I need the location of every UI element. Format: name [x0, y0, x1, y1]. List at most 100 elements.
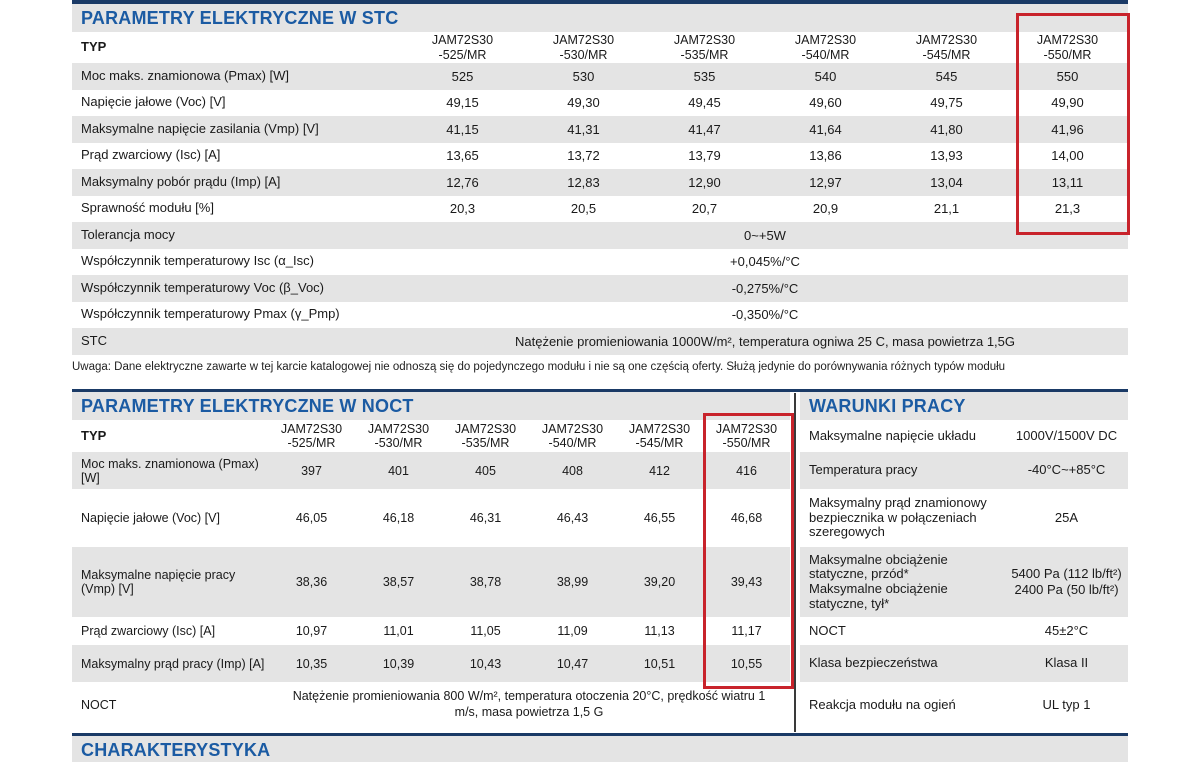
stc-top-rule: [72, 0, 1128, 4]
model-variant: -545/MR: [922, 47, 971, 62]
wp-row-temperature: Temperatura pracy -40°C~+85°C: [800, 452, 1128, 489]
stc-section: PARAMETRY ELEKTRYCZNE W STC TYP JAM72S30…: [72, 0, 1128, 355]
noct-model-header-1: JAM72S30 -525/MR: [268, 422, 355, 451]
model-name: JAM72S30: [454, 421, 517, 436]
row-label: Napięcie jałowe (Voc) [V]: [81, 94, 226, 110]
row-value: UL typ 1: [1042, 696, 1091, 712]
row-label: NOCT: [81, 698, 117, 712]
noct-row-isc: Prąd zwarciowy (Isc) [A] 10,97 11,01 11,…: [72, 617, 790, 645]
cell-value: 12,76: [446, 174, 479, 190]
model-name: JAM72S30: [673, 33, 736, 48]
cell-value: 405: [475, 463, 496, 478]
model-name: JAM72S30: [794, 33, 857, 48]
row-label: Moc maks. znamionowa (Pmax) [W]: [81, 67, 290, 83]
cell-value: 49,75: [930, 95, 963, 111]
stc-model-header-2: JAM72S30 -530/MR: [523, 33, 644, 62]
highlight-box-noct-550-column: [703, 413, 794, 689]
stc-model-header-3: JAM72S30 -535/MR: [644, 33, 765, 62]
stc-row-pmax: Moc maks. znamionowa (Pmax) [W] 525 530 …: [72, 63, 1128, 90]
cell-value: 13,86: [809, 148, 842, 164]
cell-value: 530: [572, 68, 595, 84]
cell-value: 11,13: [644, 624, 675, 638]
cell-value: 408: [562, 463, 583, 478]
stc-row-temp-coeff-pmax: Współczynnik temperaturowy Pmax (γ_Pmp) …: [72, 302, 1128, 329]
wp-row-static-load: Maksymalne obciążenie statyczne, przód* …: [800, 547, 1128, 617]
noct-row-voc: Napięcie jałowe (Voc) [V] 46,05 46,18 46…: [72, 489, 790, 547]
cell-value: 46,18: [382, 511, 415, 525]
cell-value: 49,30: [567, 95, 600, 111]
cell-value: 11,01: [383, 624, 414, 638]
stc-header-band: PARAMETRY ELEKTRYCZNE W STC: [72, 4, 1128, 32]
model-name: JAM72S30: [367, 421, 430, 436]
cell-value: 41,64: [809, 121, 842, 137]
noct-model-header-6: JAM72S30 -550/MR: [703, 422, 790, 451]
cell-value: 416: [736, 463, 757, 478]
model-variant: -530/MR: [559, 47, 608, 62]
row-label: Współczynnik temperaturowy Voc (β_Voc): [81, 279, 325, 295]
cell-value: 14,00: [1051, 148, 1084, 164]
stc-type-label: TYP: [81, 39, 107, 55]
model-name: JAM72S30: [280, 421, 343, 436]
cell-value: 397: [301, 463, 322, 478]
characteristics-header-band: CHARAKTERYSTYKA: [72, 736, 1128, 762]
cell-value: 13,79: [688, 148, 721, 164]
working-conditions-table: WARUNKI PRACY Maksymalne napięcie układu…: [800, 392, 1128, 728]
footnote: Uwaga: Dane elektryczne zawarte w tej ka…: [72, 361, 1006, 373]
row-label: NOCT: [809, 622, 846, 638]
cell-value: 10,43: [469, 656, 502, 671]
row-label: Prąd zwarciowy (Isc) [A]: [81, 147, 221, 163]
model-name: JAM72S30: [1036, 33, 1099, 48]
model-variant: -525/MR: [438, 47, 487, 62]
cell-value: 12,97: [809, 174, 842, 190]
row-label: Współczynnik temperaturowy Isc (α_Isc): [81, 253, 314, 269]
stc-model-header-4: JAM72S30 -540/MR: [765, 33, 886, 62]
cell-value: 38,36: [295, 575, 328, 589]
model-variant: -540/MR: [548, 436, 597, 450]
row-value: Klasa II: [1044, 655, 1089, 671]
model-variant: -535/MR: [461, 436, 510, 450]
cell-value: 38,57: [382, 575, 415, 589]
model-variant: -550/MR: [722, 436, 771, 450]
cell-value: 46,55: [643, 511, 676, 525]
cell-value: 10,51: [643, 656, 676, 671]
noct-row-pmax: Moc maks. znamionowa (Pmax) [W] 397 401 …: [72, 452, 790, 489]
noct-model-header-5: JAM72S30 -545/MR: [616, 422, 703, 451]
cell-value: 49,45: [688, 95, 721, 111]
cell-value: 13,11: [1051, 174, 1084, 190]
highlight-box-stc-550-column: [1016, 13, 1130, 235]
wp-row-safety-class: Klasa bezpieczeństwa Klasa II: [800, 645, 1128, 682]
model-name: JAM72S30: [628, 421, 691, 436]
model-name: JAM72S30: [715, 421, 778, 436]
cell-value: 12,83: [567, 174, 600, 190]
stc-row-temp-coeff-voc: Współczynnik temperaturowy Voc (β_Voc) -…: [72, 275, 1128, 302]
row-value: +0,045%/°C: [730, 254, 800, 270]
row-label: Tolerancja mocy: [81, 226, 175, 242]
row-value: 1000V/1500V DC: [1015, 427, 1118, 443]
row-value: -0,350%/°C: [731, 307, 799, 323]
cell-value: 21,3: [1054, 201, 1081, 217]
row-value: Natężenie promieniowania 1000W/m², tempe…: [514, 333, 1016, 349]
noct-column-header-row: TYP JAM72S30 -525/MR JAM72S30 -530/MR JA…: [72, 420, 790, 452]
row-label: Maksymalne napięcie zasilania (Vmp) [V]: [81, 120, 319, 136]
stc-model-header-1: JAM72S30 -525/MR: [402, 33, 523, 62]
stc-row-isc: Prąd zwarciowy (Isc) [A] 13,65 13,72 13,…: [72, 143, 1128, 170]
cell-value: 38,99: [556, 575, 589, 589]
wp-row-fuse-current: Maksymalny prąd znamionowy bezpiecznika …: [800, 489, 1128, 547]
row-label: Napięcie jałowe (Voc) [V]: [81, 511, 220, 525]
cell-value: 41,47: [688, 121, 721, 137]
cell-value: 535: [693, 68, 716, 84]
noct-model-header-2: JAM72S30 -530/MR: [355, 422, 442, 451]
cell-value: 20,5: [570, 201, 597, 217]
noct-header-band: PARAMETRY ELEKTRYCZNE W NOCT: [72, 392, 790, 420]
model-variant: -530/MR: [374, 436, 423, 450]
stc-row-stc-definition: STC Natężenie promieniowania 1000W/m², t…: [72, 328, 1128, 355]
stc-model-header-5: JAM72S30 -545/MR: [886, 33, 1007, 62]
cell-value: 10,39: [382, 656, 415, 671]
model-variant: -535/MR: [680, 47, 729, 62]
row-value: 45±2°C: [1044, 622, 1089, 638]
vertical-divider: [794, 393, 796, 732]
model-variant: -525/MR: [287, 436, 336, 450]
row-value: -0,275%/°C: [731, 280, 799, 296]
cell-value: 20,9: [812, 201, 839, 217]
